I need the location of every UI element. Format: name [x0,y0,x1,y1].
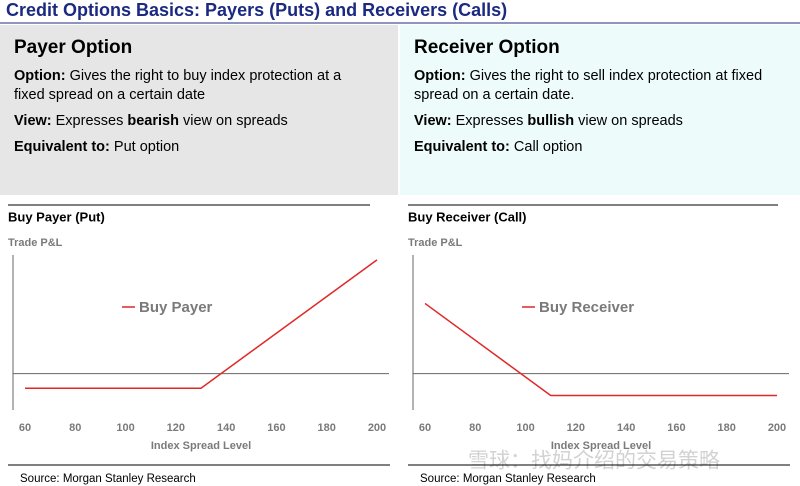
panel-items: Option: Gives the right to buy index pro… [14,67,384,157]
panel-item: Equivalent to: Put option [14,138,364,157]
text-run: view on spreads [183,113,288,129]
x-axis-label: Index Spread Level [551,440,651,452]
text-run: Expresses [455,113,524,129]
panel-heading: Payer Option [14,37,133,58]
x-tick-label: 120 [167,422,185,434]
legend-label: Buy Receiver [539,299,634,316]
text-run: Option: [414,68,466,84]
line [25,259,378,389]
text-run: Equivalent to: [14,139,110,155]
x-tick-label: 160 [667,422,685,434]
x-tick-label: 100 [116,422,134,434]
text-run: View: [414,113,452,129]
panel-item: View: Expresses bullish view on spreads [414,112,764,131]
text-run: Gives the right to buy index protection … [14,68,342,103]
y-axis-label: Trade P&L [408,237,463,249]
x-axis-label: Index Spread Level [151,440,251,452]
text-run: view on spreads [578,113,683,129]
x-tick-label: 140 [217,422,235,434]
text-run: Option: [14,68,66,84]
x-tick-label: 180 [718,422,736,434]
x-tick-label: 60 [419,422,431,434]
source: Source: Morgan Stanley Research [420,473,596,485]
x-tick-label: 180 [318,422,336,434]
x-tick-label: 140 [617,422,635,434]
x-tick-label: 200 [368,422,386,434]
x-tick-label: 80 [469,422,481,434]
panel-item: View: Expresses bearish view on spreads [14,112,364,131]
x-tick-label: 100 [516,422,534,434]
text-run: Equivalent to: [414,139,510,155]
x-tick-label: 60 [19,422,31,434]
x-tick-label: 200 [768,422,786,434]
source: Source: Morgan Stanley Research [20,473,196,485]
y-axis-label: Trade P&L [8,237,63,249]
panel-items: Option: Gives the right to sell index pr… [414,67,786,157]
text-run: Call option [513,139,583,155]
panel-item: Option: Gives the right to sell index pr… [414,67,764,105]
chart-title: Buy Receiver (Call) [408,209,527,224]
chart-title: Buy Payer (Put) [8,209,105,224]
text-run: Expresses [55,113,124,129]
line [424,302,777,397]
watermark: 雪球：找妈介绍的交易策略 [468,450,720,473]
text-run: Gives the right to sell index protection… [414,68,763,103]
text-run: bullish [527,113,575,129]
text-run: Put option [113,139,180,155]
panel-item: Option: Gives the right to buy index pro… [14,67,364,105]
text-run: bearish [127,113,179,129]
panel-item: Equivalent to: Call option [414,138,764,157]
x-tick-label: 120 [567,422,585,434]
slide-title: Credit Options Basics: Payers (Puts) and… [6,0,507,20]
legend-label: Buy Payer [139,299,213,316]
panel-heading: Receiver Option [414,37,560,58]
payer-panel: Payer Option Option: Gives the right to … [0,25,398,195]
receiver-panel: Receiver Option Option: Gives the right … [400,25,800,195]
x-tick-label: 160 [267,422,285,434]
x-tick-label: 80 [69,422,81,434]
text-run: View: [14,113,52,129]
